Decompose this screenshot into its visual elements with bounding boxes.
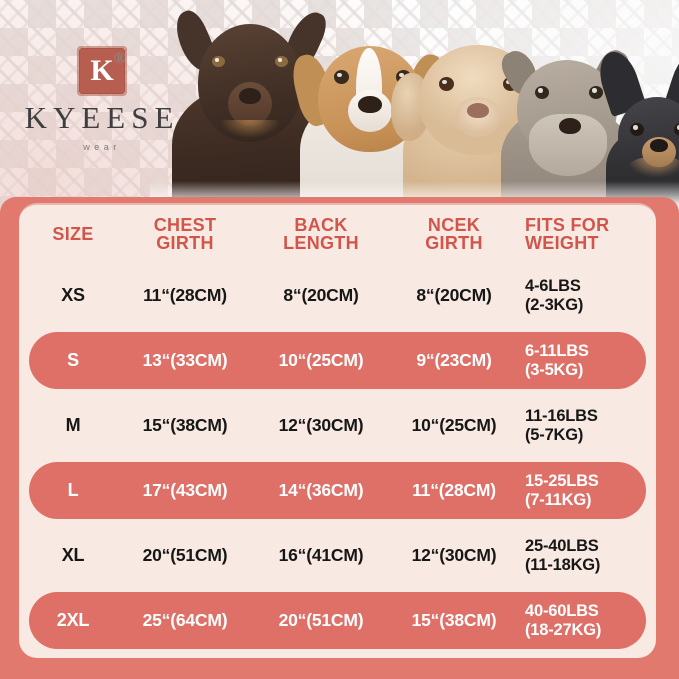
- table-row[interactable]: S 13“(33CM) 10“(25CM) 9“(23CM) 6-11LBS (…: [29, 332, 646, 389]
- cell-fits-for-weight: 4-6LBS (2-3KG): [525, 276, 584, 314]
- dog-eye-left: [212, 56, 225, 67]
- column-header-size: SIZE: [52, 223, 94, 244]
- cell-neck-girth: 9“(23CM): [416, 350, 492, 370]
- cell-neck-girth: 12“(30CM): [411, 545, 497, 565]
- cell-fits-for-weight: 6-11LBS (3-5KG): [525, 341, 589, 379]
- brand-name: KYEESE: [24, 100, 180, 135]
- cell-back-length: 20“(51CM): [278, 610, 364, 630]
- cell-fits-for-weight: 25-40LBS (11-18KG): [525, 536, 601, 574]
- cell-chest-girth: 11“(28CM): [143, 285, 227, 305]
- table-row[interactable]: M 15“(38CM) 12“(30CM) 10“(25CM) 11-16LBS…: [29, 397, 646, 454]
- cell-neck-girth: 8“(20CM): [416, 285, 492, 305]
- table-header-row: SIZE CHEST GIRTH BACK LENGTH NCEK GIRTH …: [19, 205, 656, 263]
- dog-photo-band: [150, 0, 679, 215]
- dog-nose: [467, 103, 489, 118]
- registered-trademark-icon: ®: [113, 50, 126, 67]
- cell-neck-girth: 11“(28CM): [412, 480, 496, 500]
- column-header-fits-for-weight: FITS FOR WEIGHT: [525, 214, 610, 253]
- cell-back-length: 12“(30CM): [278, 415, 364, 435]
- column-header-neck-girth: NCEK GIRTH: [425, 214, 483, 253]
- cell-back-length: 14“(36CM): [278, 480, 364, 500]
- dog-nose: [239, 88, 261, 104]
- column-header-chest-girth: CHEST GIRTH: [153, 214, 217, 253]
- dog-eye-left: [334, 70, 349, 84]
- cell-fits-for-weight: 11-16LBS (5-7KG): [525, 406, 598, 444]
- dog-eye-right: [275, 56, 288, 67]
- cell-size: XL: [61, 545, 85, 565]
- cell-size: M: [65, 415, 81, 435]
- cell-size: 2XL: [56, 610, 90, 630]
- dog-nose: [559, 118, 581, 134]
- column-header-back-length: BACK LENGTH: [283, 214, 359, 253]
- brand-tagline: wear: [83, 142, 121, 152]
- cell-neck-girth: 15“(38CM): [411, 610, 497, 630]
- table-row[interactable]: XL 20“(51CM) 16“(41CM) 12“(30CM) 25-40LB…: [29, 527, 646, 584]
- brand-logo: K ® KYEESE wear: [18, 46, 186, 152]
- table-row[interactable]: 2XL 25“(64CM) 20“(51CM) 15“(38CM) 40-60L…: [29, 592, 646, 649]
- cell-back-length: 8“(20CM): [283, 285, 359, 305]
- table-row[interactable]: L 17“(43CM) 14“(36CM) 11“(28CM) 15-25LBS…: [29, 462, 646, 519]
- cell-size: L: [67, 480, 79, 500]
- dog-eye-right: [589, 86, 603, 99]
- cell-back-length: 10“(25CM): [278, 350, 364, 370]
- cell-neck-girth: 10“(25CM): [411, 415, 497, 435]
- cell-fits-for-weight: 15-25LBS (7-11KG): [525, 471, 599, 509]
- cell-chest-girth: 15“(38CM): [142, 415, 228, 435]
- cell-size: S: [67, 350, 79, 370]
- table-row[interactable]: XS 11“(28CM) 8“(20CM) 8“(20CM) 4-6LBS (2…: [29, 267, 646, 324]
- dog-nose: [358, 96, 382, 113]
- size-chart-table: SIZE CHEST GIRTH BACK LENGTH NCEK GIRTH …: [19, 203, 656, 658]
- dog-eye-right: [674, 123, 679, 136]
- cell-chest-girth: 13“(33CM): [142, 350, 228, 370]
- cell-chest-girth: 17“(43CM): [142, 480, 228, 500]
- dog-chest-marking: [220, 120, 280, 150]
- cell-back-length: 16“(41CM): [278, 545, 364, 565]
- cell-chest-girth: 25“(64CM): [142, 610, 228, 630]
- cell-fits-for-weight: 40-60LBS (18-27KG): [525, 601, 602, 639]
- dog-eye-left: [439, 77, 454, 91]
- dog-nose: [650, 139, 668, 152]
- logo-k-mark-icon: K ®: [77, 46, 127, 96]
- cell-size: XS: [61, 285, 85, 305]
- dog-eye-left: [535, 86, 549, 99]
- dog-eye-left: [630, 123, 644, 136]
- logo-mark-letter: K: [90, 54, 114, 87]
- cell-chest-girth: 20“(51CM): [142, 545, 228, 565]
